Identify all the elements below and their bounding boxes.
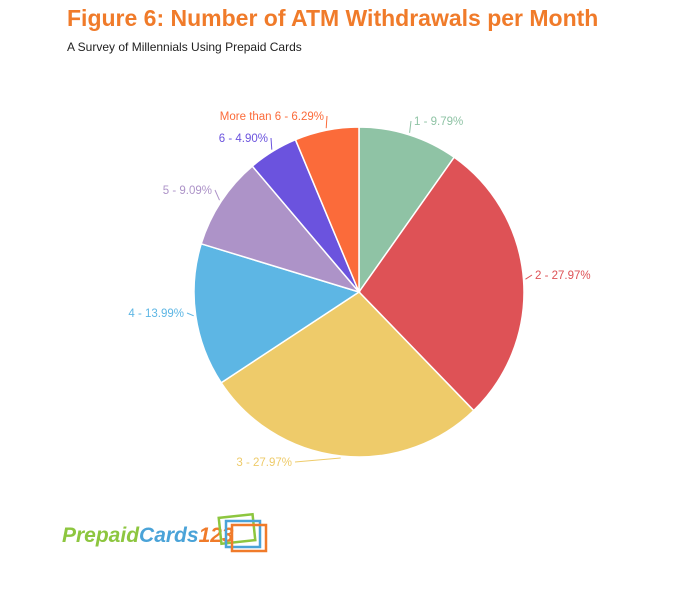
slice-label-1: 1 - 9.79% — [414, 116, 463, 128]
leader-line-5 — [214, 189, 220, 201]
leader-line-4 — [186, 312, 194, 317]
slice-label-2: 2 - 27.97% — [535, 270, 591, 282]
pie-slice-5 — [200, 165, 362, 294]
logo-word-cards: Cards — [139, 524, 199, 547]
pie-slice-1 — [358, 126, 456, 295]
chart-title: Figure 6: Number of ATM Withdrawals per … — [67, 5, 599, 31]
leader-line-6 — [270, 137, 273, 150]
pie-slice-4 — [193, 242, 361, 384]
pie-slice-more-than-6 — [294, 126, 360, 293]
logo-wordmark: PrepaidCards123 — [62, 524, 234, 548]
pie-slices — [193, 126, 525, 458]
slice-label-more-than-6: More than 6 - 6.29% — [220, 111, 324, 123]
brand-logo: PrepaidCards123 — [62, 512, 272, 556]
leader-line-3 — [294, 457, 341, 463]
slice-label-4: 4 - 13.99% — [128, 308, 184, 320]
slice-label-6: 6 - 4.90% — [219, 133, 268, 145]
logo-word-prepaid: Prepaid — [62, 524, 140, 547]
chart-subtitle: A Survey of Millennials Using Prepaid Ca… — [67, 40, 302, 54]
leader-line-more-than-6 — [325, 115, 328, 129]
leader-lines — [186, 115, 533, 463]
slice-labels: 1 - 9.79% 2 - 27.97% 3 - 27.97% 4 - 13.99% 5… — [128, 111, 590, 469]
slice-label-3: 3 - 27.97% — [236, 457, 292, 469]
leader-line-1 — [409, 120, 412, 133]
leader-line-2 — [525, 274, 533, 280]
cards-icon — [217, 512, 268, 553]
slice-label-5: 5 - 9.09% — [163, 185, 212, 197]
pie-slice-2 — [358, 156, 525, 412]
pie-slice-3 — [220, 291, 475, 458]
